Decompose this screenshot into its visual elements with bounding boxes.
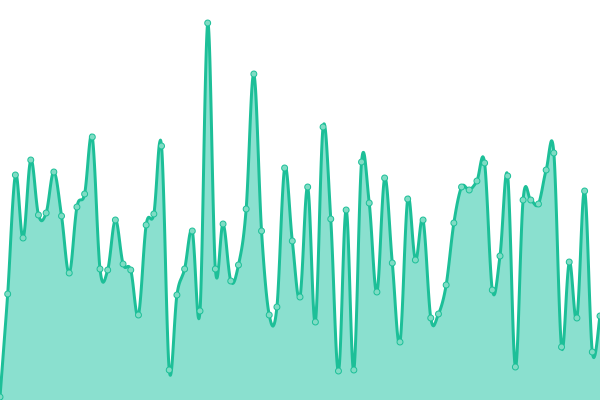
data-point-61 bbox=[465, 186, 473, 194]
data-point-57 bbox=[434, 310, 442, 318]
data-point-21 bbox=[158, 142, 166, 150]
data-point-30 bbox=[227, 277, 235, 285]
area-fill bbox=[0, 22, 600, 400]
data-point-0 bbox=[0, 393, 4, 400]
data-point-74 bbox=[565, 258, 573, 266]
data-point-50 bbox=[381, 174, 389, 182]
data-point-62 bbox=[473, 177, 481, 185]
data-point-13 bbox=[96, 265, 104, 273]
data-point-63 bbox=[481, 159, 489, 167]
data-point-65 bbox=[496, 252, 504, 260]
data-point-7 bbox=[50, 168, 58, 176]
data-point-10 bbox=[73, 203, 81, 211]
data-point-58 bbox=[442, 281, 450, 289]
data-point-1 bbox=[4, 290, 12, 298]
data-point-53 bbox=[404, 195, 412, 203]
data-point-71 bbox=[542, 166, 550, 174]
data-point-17 bbox=[127, 266, 135, 274]
data-point-60 bbox=[458, 183, 466, 191]
data-point-70 bbox=[534, 200, 542, 208]
data-point-56 bbox=[427, 314, 435, 322]
data-point-35 bbox=[265, 311, 273, 319]
data-point-22 bbox=[165, 366, 173, 374]
data-point-72 bbox=[550, 149, 558, 157]
data-point-25 bbox=[188, 227, 196, 235]
data-point-16 bbox=[119, 260, 127, 268]
data-point-73 bbox=[558, 343, 566, 351]
data-point-33 bbox=[250, 70, 258, 78]
data-point-41 bbox=[311, 318, 319, 326]
data-point-54 bbox=[411, 256, 419, 264]
data-point-24 bbox=[181, 265, 189, 273]
data-point-2 bbox=[11, 171, 19, 179]
data-point-66 bbox=[504, 172, 512, 180]
data-point-19 bbox=[142, 221, 150, 229]
data-point-77 bbox=[588, 348, 596, 356]
data-point-44 bbox=[334, 367, 342, 375]
data-points bbox=[0, 19, 600, 400]
data-point-52 bbox=[396, 338, 404, 346]
data-point-5 bbox=[34, 211, 42, 219]
data-point-43 bbox=[327, 215, 335, 223]
data-point-26 bbox=[196, 307, 204, 315]
data-point-68 bbox=[519, 196, 527, 204]
data-point-51 bbox=[388, 259, 396, 267]
data-point-34 bbox=[258, 227, 266, 235]
data-point-15 bbox=[111, 216, 119, 224]
data-point-69 bbox=[527, 196, 535, 204]
data-point-64 bbox=[488, 286, 496, 294]
data-point-14 bbox=[104, 266, 112, 274]
data-point-37 bbox=[281, 164, 289, 172]
data-point-76 bbox=[581, 187, 589, 195]
data-point-6 bbox=[42, 209, 50, 217]
data-point-28 bbox=[211, 265, 219, 273]
data-point-12 bbox=[88, 133, 96, 141]
data-point-36 bbox=[273, 303, 281, 311]
data-point-46 bbox=[350, 366, 358, 374]
data-point-32 bbox=[242, 205, 250, 213]
data-point-4 bbox=[27, 156, 35, 164]
data-point-49 bbox=[373, 288, 381, 296]
data-point-78 bbox=[596, 312, 600, 320]
data-point-67 bbox=[511, 363, 519, 371]
data-point-8 bbox=[58, 212, 66, 220]
data-point-11 bbox=[81, 190, 89, 198]
data-point-27 bbox=[204, 19, 212, 27]
data-point-45 bbox=[342, 206, 350, 214]
data-point-38 bbox=[288, 237, 296, 245]
data-point-3 bbox=[19, 234, 27, 242]
data-point-31 bbox=[234, 261, 242, 269]
data-point-48 bbox=[365, 199, 373, 207]
data-point-29 bbox=[219, 220, 227, 228]
data-point-40 bbox=[304, 183, 312, 191]
data-point-42 bbox=[319, 123, 327, 131]
data-point-9 bbox=[65, 269, 73, 277]
data-point-39 bbox=[296, 293, 304, 301]
data-point-75 bbox=[573, 314, 581, 322]
data-point-20 bbox=[150, 210, 158, 218]
data-point-59 bbox=[450, 219, 458, 227]
data-point-47 bbox=[358, 158, 366, 166]
data-point-55 bbox=[419, 216, 427, 224]
data-point-18 bbox=[134, 311, 142, 319]
data-point-23 bbox=[173, 291, 181, 299]
